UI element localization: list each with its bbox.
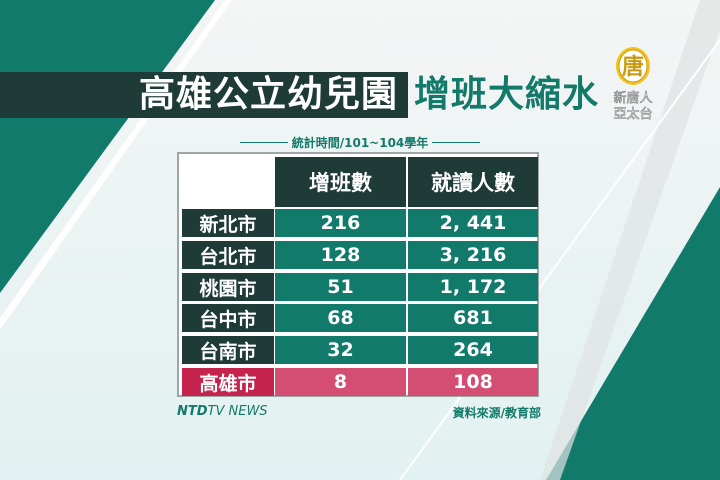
row-label: 桃園市 [182,273,274,301]
cell-classes-added: 8 [275,368,406,396]
cell-classes-added: 128 [275,241,406,269]
row-label: 台南市 [182,336,274,364]
brand-bold: NTD [177,404,208,419]
data-table: 增班數 就讀人數 新北市 216 2, 441 台北市 128 3, 216 桃園市 51 1,… [177,152,539,397]
svg-text:新唐人: 新唐人 [613,90,652,106]
column-header: 就讀人數 [408,157,538,207]
cell-enrollment: 264 [408,336,538,364]
cell-classes-added: 51 [275,273,406,301]
divider [432,142,481,143]
cell-enrollment: 3, 216 [408,241,538,269]
ntd-brand: NTDTV NEWS [177,404,268,419]
row-label: 台北市 [182,241,274,269]
title-main: 高雄公立幼兒園 [138,74,398,115]
cell-enrollment: 108 [408,368,538,396]
divider [240,142,288,143]
title-bar: 高雄公立幼兒園 [0,72,408,118]
row-label: 新北市 [182,209,274,237]
cell-classes-added: 216 [275,209,406,237]
subtitle-text: 統計時間/101~104學年 [291,136,429,150]
row-label: 台中市 [182,304,274,332]
row-label: 高雄市 [182,368,274,396]
cell-enrollment: 1, 172 [408,273,538,301]
source-note: 資料來源/教育部 [452,406,541,420]
column-header: 增班數 [275,157,406,207]
cell-enrollment: 681 [408,304,538,332]
title-accent: 增班大縮水 [414,74,600,115]
subtitle: 統計時間/101~104學年 [240,134,481,151]
svg-text:唐: 唐 [622,54,644,80]
svg-text:亞太台: 亞太台 [613,107,652,122]
brand-rest: TV NEWS [207,404,268,419]
cell-classes-added: 32 [275,336,406,364]
cell-enrollment: 2, 441 [408,209,538,237]
cell-classes-added: 68 [275,304,406,332]
ntd-logo: 唐 新唐人 亞太台 [613,47,653,122]
